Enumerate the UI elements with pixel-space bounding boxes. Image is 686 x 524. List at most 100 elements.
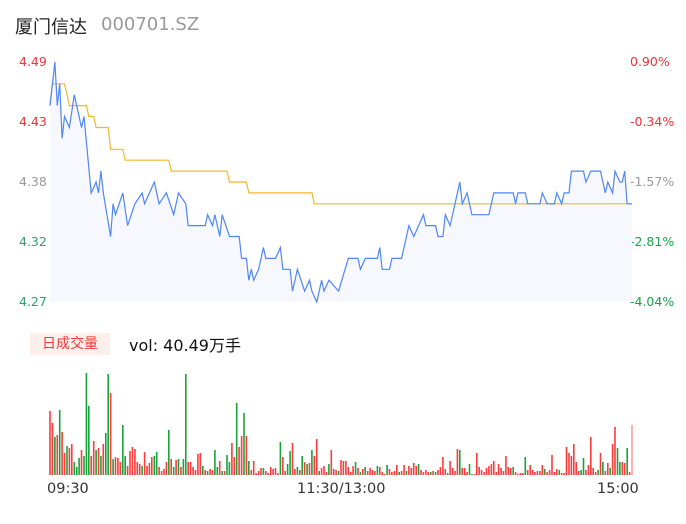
volume-bar <box>61 432 63 475</box>
volume-bar <box>260 468 262 475</box>
volume-bar <box>95 450 97 475</box>
volume-bar <box>405 471 408 475</box>
volume-bar <box>580 470 582 475</box>
tab-daily-volume[interactable]: 日成交量 <box>30 333 110 355</box>
volume-bar <box>306 464 308 475</box>
volume-bar <box>570 456 573 475</box>
volume-bar <box>187 462 189 475</box>
volume-bar <box>155 452 158 475</box>
volume-bar <box>107 374 109 475</box>
y-tick-right: -1.57% <box>630 174 675 189</box>
volume-bar <box>602 462 604 475</box>
volume-bar <box>294 469 296 475</box>
volume-bar <box>352 466 354 475</box>
volume-bar <box>301 456 303 475</box>
price-area-fill <box>50 62 632 302</box>
volume-bar <box>216 467 219 475</box>
volume-bar <box>614 427 616 475</box>
volume-bar <box>124 456 126 475</box>
volume-bar <box>541 465 544 475</box>
volume-bar <box>240 436 243 475</box>
volume-bar <box>308 463 311 475</box>
volume-bar <box>425 470 427 475</box>
volume-bar <box>619 462 621 475</box>
volume-bar <box>92 441 95 475</box>
volume-bar <box>371 470 374 475</box>
volume-bar <box>73 462 76 475</box>
volume-bar <box>529 465 531 475</box>
volume-bar <box>274 468 277 475</box>
volume-bar <box>429 472 432 475</box>
volume-bar <box>248 461 250 475</box>
volume-bar <box>587 465 590 475</box>
volume-bar <box>400 471 403 475</box>
volume-bar <box>117 458 119 475</box>
volume-bar <box>403 465 405 475</box>
volume-bar <box>607 463 609 475</box>
volume-bar <box>463 468 466 475</box>
volume-bar <box>228 462 231 475</box>
volume-bar <box>80 450 83 475</box>
volume-bar <box>451 468 454 475</box>
volume-bar <box>303 462 306 475</box>
volume-bar <box>172 467 175 475</box>
volume-bar <box>560 473 563 475</box>
volume-bar <box>454 471 456 475</box>
average-price-line <box>49 83 632 205</box>
volume-bar <box>257 471 260 475</box>
volume-bar <box>391 472 393 475</box>
volume-bar <box>83 456 85 475</box>
volume-bar <box>539 471 541 475</box>
volume-bar <box>461 468 463 475</box>
volume-bar <box>396 465 398 475</box>
volume-bar <box>626 448 628 475</box>
volume-bar <box>393 471 396 475</box>
volume-bar <box>412 463 415 475</box>
volume-bar <box>51 423 54 475</box>
volume-bar <box>466 472 468 475</box>
volume-bar <box>563 473 565 475</box>
x-tick-open: 09:30 <box>47 481 89 497</box>
volume-bar <box>432 471 434 475</box>
volume-bar <box>522 473 524 475</box>
volume-bar <box>383 474 386 475</box>
volume-bar <box>286 464 289 475</box>
volume-bar <box>621 462 624 475</box>
volume-bar <box>376 466 379 475</box>
volume-bar <box>250 470 253 475</box>
volume-bar <box>209 469 211 475</box>
volume-bar <box>323 466 325 475</box>
volume-bar <box>604 471 607 475</box>
volume-bar <box>631 425 633 475</box>
volume-bar <box>71 444 73 475</box>
volume-bar <box>366 471 369 475</box>
volume-bar <box>480 470 483 475</box>
volume-bar <box>357 468 359 475</box>
volume-bar <box>374 471 376 475</box>
volume-bar <box>623 463 626 475</box>
volume-bar <box>163 469 165 475</box>
volume-bar <box>299 470 301 475</box>
volume-bar <box>543 469 546 475</box>
volume-bar <box>597 470 599 475</box>
volume-bar <box>272 469 274 475</box>
volume-bar <box>235 403 238 475</box>
volume-bar <box>189 462 192 475</box>
volume-bar <box>105 433 107 475</box>
volume-bar <box>349 472 352 475</box>
volume-bar <box>444 469 447 475</box>
y-tick-left: 4.38 <box>19 174 47 189</box>
volume-bar <box>459 450 461 475</box>
volume-bar <box>318 471 320 475</box>
volume-bar <box>345 461 347 475</box>
volume-bar <box>134 449 136 475</box>
volume-bar <box>490 464 493 475</box>
volume-bar <box>313 456 316 475</box>
volume-bar <box>114 457 117 475</box>
volume-bar <box>252 461 255 475</box>
volume-bar <box>265 471 267 475</box>
volume-bar <box>158 467 160 475</box>
volume-bar <box>54 437 56 475</box>
volume-bar <box>243 413 245 475</box>
volume-readout: vol: 40.49万手 <box>129 336 241 355</box>
